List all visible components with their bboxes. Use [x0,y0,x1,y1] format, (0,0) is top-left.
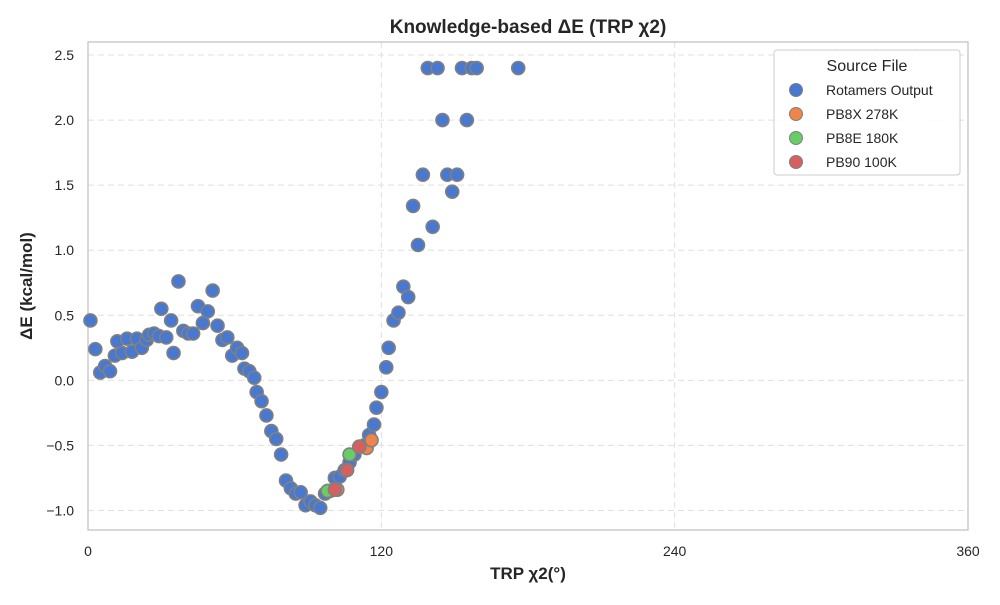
data-point [400,289,416,305]
y-tick-label: 0.5 [55,307,75,323]
data-point [391,305,406,320]
data-point [405,198,421,214]
data-point [435,112,450,128]
data-point [366,417,382,432]
data-point [410,237,426,253]
data-point [430,60,445,76]
x-tick-label: 0 [84,543,92,559]
data-point [259,408,274,423]
data-point [163,313,179,328]
data-point [378,360,394,375]
data-point [234,345,250,361]
data-point [415,167,431,183]
legend-marker [789,155,803,169]
y-tick-label: 1.5 [55,177,75,193]
legend-box [773,49,961,176]
data-point [254,393,269,409]
data-point [369,400,384,415]
legend-marker [789,107,803,121]
x-axis-label: TRP χ2(°) [490,564,566,583]
data-point [444,184,460,199]
data-point [171,274,186,289]
data-point [88,341,103,357]
data-point [312,500,328,516]
legend-entry-label: PB8E 180K [826,130,899,146]
data-point [352,439,367,455]
data-points [83,60,526,516]
y-axis-label: ΔE (kcal/mol) [17,232,36,340]
data-point [342,447,357,462]
legend-items: Rotamers Output PB8X 278K PB8E 180K PB90 10… [789,82,933,170]
data-point [102,363,118,379]
data-point [364,432,379,448]
x-tick-label: 240 [663,543,687,559]
legend-entry-label: Rotamers Output [826,82,933,98]
data-point [210,318,225,333]
data-point [158,330,174,345]
legend-entry-label: PB90 100K [826,154,897,170]
legend-entry-label: PB8X 278K [826,106,899,122]
legend-marker [789,83,803,97]
x-tick-label: 360 [956,543,980,559]
data-point [268,431,284,447]
x-tick-label: 120 [370,543,394,559]
y-tick-label: 0.0 [55,372,75,388]
legend: Source File Rotamers Output PB8X 278K PB8E… [773,49,961,176]
data-point [166,345,181,361]
data-point [449,167,465,183]
y-tick-label: 2.5 [55,47,75,63]
y-tick-label: 1.0 [55,242,75,258]
data-point [83,313,98,328]
chart-title: Knowledge-based ΔE (TRP χ2) [390,17,667,38]
data-point [205,283,220,298]
legend-title: Source File [827,58,908,75]
plot-area-frame [87,41,969,531]
y-tick-label: −1.0 [46,502,74,518]
data-point [459,112,475,128]
data-point [510,60,526,76]
data-point [273,447,289,462]
data-point [339,462,355,478]
data-point [293,484,308,500]
data-point [374,384,389,400]
legend-marker [789,131,803,145]
data-point [327,482,343,497]
data-point [425,219,440,235]
data-point [154,301,169,317]
tick-labels: 0 120 240 360 −1.0 −0.5 0.0 0.5 1.0 1.5 2.0 2.5 [46,47,980,559]
data-point [200,304,216,319]
y-tick-label: 2.0 [55,112,75,128]
data-point [469,60,484,76]
data-point [246,370,262,386]
data-point [220,330,235,345]
data-point [185,326,201,341]
data-point [381,340,396,356]
y-tick-label: −0.5 [46,437,74,453]
